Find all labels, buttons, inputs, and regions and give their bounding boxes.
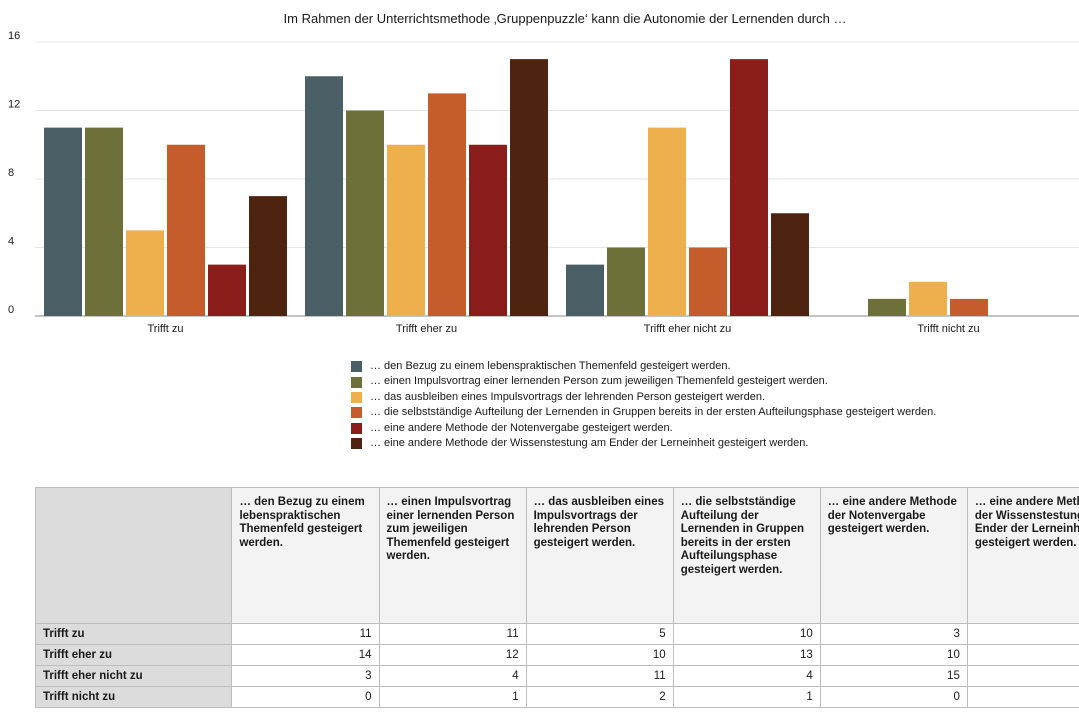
row-header: Trifft eher nicht zu bbox=[35, 665, 233, 687]
table-cell: 1 bbox=[378, 686, 527, 708]
y-tick-label: 8 bbox=[8, 167, 14, 179]
table-row: Trifft eher zu141210131015 bbox=[35, 644, 1079, 666]
row-header: Trifft nicht zu bbox=[35, 686, 233, 708]
legend-item: … eine andere Methode der Notenvergabe g… bbox=[351, 421, 936, 436]
legend-item: … den Bezug zu einem lebenspraktischen T… bbox=[351, 359, 936, 374]
column-header: … eine andere Methode der Wissenstestung… bbox=[966, 487, 1079, 624]
table-cell: 10 bbox=[525, 644, 674, 666]
bar bbox=[868, 298, 906, 316]
table-cell: 7 bbox=[966, 623, 1079, 645]
bar bbox=[950, 298, 988, 316]
row-header: Trifft zu bbox=[35, 623, 233, 645]
bar-chart: Im Rahmen der Unterrichtsmethode ‚Gruppe… bbox=[8, 11, 1079, 335]
table-cell: 3 bbox=[231, 665, 380, 687]
legend-swatch bbox=[351, 391, 362, 403]
legend-swatch bbox=[351, 376, 362, 388]
bar bbox=[771, 213, 809, 316]
table-cell: 10 bbox=[672, 623, 821, 645]
legend-swatch bbox=[351, 422, 362, 434]
table-cell: 10 bbox=[819, 644, 968, 666]
legend-item: … eine andere Methode der Wissenstestung… bbox=[351, 436, 936, 451]
row-header: Trifft eher zu bbox=[35, 644, 233, 666]
column-header: … eine andere Methode der Notenvergabe g… bbox=[819, 487, 968, 624]
legend-item: … das ausbleiben eines Impulsvortrags de… bbox=[351, 390, 936, 405]
data-table-container: … den Bezug zu einem lebenspraktischen T… bbox=[35, 487, 1079, 713]
column-header: … die selbstständige Aufteilung der Lern… bbox=[672, 487, 821, 624]
table-row: Trifft nicht zu012100 bbox=[35, 686, 1079, 708]
legend-item: … die selbstständige Aufteilung der Lern… bbox=[351, 405, 936, 420]
table-cell: 0 bbox=[231, 686, 380, 708]
chart-title: Im Rahmen der Unterrichtsmethode ‚Gruppe… bbox=[284, 11, 847, 26]
table-cell: 0 bbox=[966, 686, 1079, 708]
table-cell: 6 bbox=[966, 665, 1079, 687]
table-cell: 3 bbox=[819, 623, 968, 645]
legend-label: … einen Impulsvortrag einer lernenden Pe… bbox=[370, 375, 828, 388]
bar bbox=[648, 127, 686, 316]
table-corner-cell bbox=[35, 487, 233, 624]
table-cell: 15 bbox=[819, 665, 968, 687]
bar bbox=[469, 144, 507, 316]
table-cell: 4 bbox=[672, 665, 821, 687]
table-header-row: … den Bezug zu einem lebenspraktischen T… bbox=[35, 487, 1079, 624]
y-tick-label: 4 bbox=[8, 236, 14, 248]
table-cell: 5 bbox=[525, 623, 674, 645]
legend-swatch bbox=[351, 438, 362, 450]
y-axis-ticks: 0 4 8 12 16 bbox=[8, 30, 20, 316]
table-cell: 12 bbox=[378, 644, 527, 666]
table-cell: 4 bbox=[378, 665, 527, 687]
legend-label: … den Bezug zu einem lebenspraktischen T… bbox=[370, 360, 731, 372]
table-cell: 11 bbox=[525, 665, 674, 687]
bar bbox=[730, 59, 768, 316]
legend-item: … einen Impulsvortrag einer lernenden Pe… bbox=[351, 374, 936, 389]
bar bbox=[566, 264, 604, 316]
bar bbox=[909, 281, 947, 316]
bar bbox=[428, 93, 466, 316]
y-tick-label: 12 bbox=[8, 99, 20, 111]
bar bbox=[387, 144, 425, 316]
legend-label: … die selbstständige Aufteilung der Lern… bbox=[370, 406, 937, 419]
table-cell: 14 bbox=[231, 644, 380, 666]
column-header: … das ausbleiben eines Impulsvortrags de… bbox=[525, 487, 674, 624]
legend-label: … eine andere Methode der Wissenstestung… bbox=[370, 436, 809, 449]
table-cell: 11 bbox=[231, 623, 380, 645]
data-table: … den Bezug zu einem lebenspraktischen T… bbox=[35, 487, 1079, 708]
y-tick-label: 16 bbox=[8, 30, 20, 42]
legend-label: … das ausbleiben eines Impulsvortrags de… bbox=[370, 390, 766, 403]
legend-label: … eine andere Methode der Notenvergabe g… bbox=[370, 421, 673, 434]
x-category-label: Trifft eher zu bbox=[396, 323, 457, 335]
bar bbox=[346, 110, 384, 316]
bar bbox=[208, 264, 246, 316]
bar bbox=[167, 144, 205, 316]
legend-swatch bbox=[351, 361, 362, 373]
table-row: Trifft zu111151037 bbox=[35, 623, 1079, 645]
y-tick-label: 0 bbox=[8, 304, 14, 316]
bar bbox=[249, 196, 287, 316]
column-header: … den Bezug zu einem lebenspraktischen T… bbox=[231, 487, 380, 624]
table-cell: 13 bbox=[672, 644, 821, 666]
table-cell: 0 bbox=[819, 686, 968, 708]
bar bbox=[689, 247, 727, 316]
table-cell: 1 bbox=[672, 686, 821, 708]
table-cell: 15 bbox=[966, 644, 1079, 666]
x-category-label: Trifft zu bbox=[147, 323, 183, 335]
table-cell: 11 bbox=[378, 623, 527, 645]
bar bbox=[85, 127, 123, 316]
bar bbox=[305, 76, 343, 316]
legend-swatch bbox=[351, 407, 362, 419]
bar bbox=[126, 230, 164, 316]
x-category-label: Trifft nicht zu bbox=[917, 323, 979, 335]
x-axis-categories: Trifft zu Trifft eher zu Trifft eher nicht… bbox=[147, 323, 979, 335]
bars bbox=[44, 59, 988, 316]
chart-legend: … den Bezug zu einem lebenspraktischen T… bbox=[351, 359, 936, 451]
table-cell: 2 bbox=[525, 686, 674, 708]
bar bbox=[44, 127, 82, 316]
column-header: … einen Impulsvortrag einer lernenden Pe… bbox=[378, 487, 527, 624]
table-body: Trifft zu111151037Trifft eher zu14121013… bbox=[35, 623, 1079, 708]
bar bbox=[510, 59, 548, 316]
table-row: Trifft eher nicht zu34114156 bbox=[35, 665, 1079, 687]
x-category-label: Trifft eher nicht zu bbox=[644, 323, 731, 335]
bar bbox=[607, 247, 645, 316]
